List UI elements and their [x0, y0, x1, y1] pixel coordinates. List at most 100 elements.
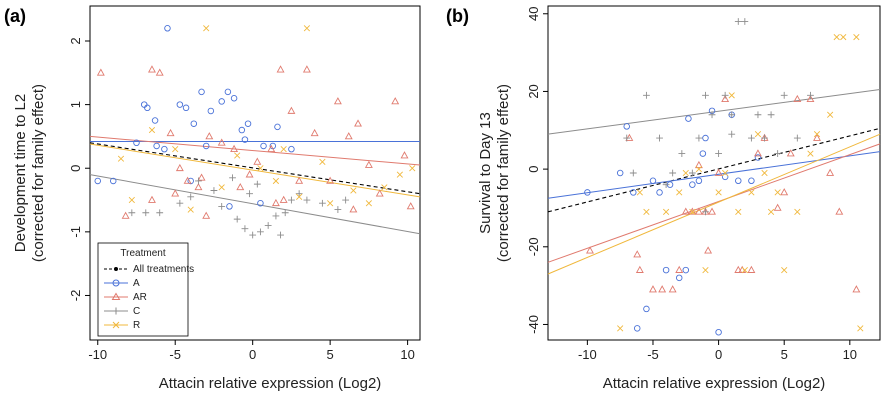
point-c — [246, 190, 253, 198]
x-tick-label: 0 — [249, 347, 256, 362]
point-ar — [668, 285, 677, 293]
point-ar — [202, 211, 211, 219]
point-c — [734, 18, 742, 25]
point-r — [319, 158, 326, 165]
point-a — [754, 154, 762, 161]
point-ar — [714, 168, 723, 176]
point-a — [198, 88, 205, 96]
point-c — [702, 208, 709, 216]
point-a — [662, 266, 670, 274]
point-ar — [688, 207, 697, 215]
point-r — [748, 189, 755, 196]
point-ar — [245, 170, 254, 178]
point-r — [735, 208, 742, 215]
point-c — [156, 209, 164, 217]
point-c — [629, 169, 637, 177]
point-ar — [344, 132, 353, 140]
point-a — [643, 305, 650, 313]
x-tick-label: 10 — [843, 347, 857, 362]
point-r — [396, 171, 403, 178]
point-ar — [658, 285, 667, 293]
legend-swatch-a-marker — [112, 279, 120, 287]
panel-b: (b) -10 -5 0 5 10 -40 -20 0 20 40 Attacin relati… — [446, 5, 881, 392]
point-r — [117, 155, 125, 162]
point-c — [669, 169, 677, 177]
point-ar — [786, 149, 795, 157]
point-ar — [835, 207, 844, 215]
panel-b-fit-lines — [547, 89, 881, 275]
point-a — [257, 199, 264, 207]
point-ar — [197, 173, 206, 181]
point-r — [148, 126, 156, 134]
point-r — [781, 266, 788, 274]
x-tick-label: -5 — [647, 347, 659, 362]
point-a — [109, 177, 117, 185]
point-c — [233, 215, 241, 223]
point-r — [327, 200, 334, 207]
legend-box — [97, 242, 189, 337]
panel-b-x-axis-title: Attacin relative expression (Log2) — [603, 375, 826, 392]
y-tick-label: 2 — [68, 37, 83, 44]
point-c — [708, 111, 716, 119]
panel-b-y-ticks: -40 -20 0 20 40 — [526, 7, 548, 334]
point-a — [226, 203, 233, 210]
point-a — [748, 177, 755, 185]
point-r — [767, 208, 775, 215]
point-r — [187, 206, 194, 213]
point-c — [721, 91, 729, 99]
point-a — [190, 120, 198, 127]
point-ar — [721, 94, 730, 103]
point-c — [281, 209, 289, 217]
y-tick-label: 0 — [526, 165, 541, 172]
point-ar — [625, 133, 634, 141]
point-r — [813, 131, 821, 138]
y-tick-label: -2 — [68, 290, 83, 302]
point-r — [754, 131, 762, 138]
point-ar — [852, 285, 861, 293]
point-ar — [166, 128, 175, 137]
point-c — [728, 130, 736, 138]
point-c — [318, 199, 326, 207]
legend-label-all: All treatments — [133, 264, 194, 275]
point-r — [381, 184, 388, 191]
point-r — [794, 208, 801, 215]
point-r — [296, 193, 303, 200]
point-ar — [205, 132, 214, 140]
x-tick-label: 0 — [715, 347, 722, 362]
point-r — [761, 169, 768, 177]
point-r — [807, 150, 814, 157]
point-a — [260, 142, 267, 150]
point-c — [253, 180, 261, 188]
point-ar — [148, 65, 156, 73]
point-r — [857, 325, 864, 332]
point-r — [689, 208, 696, 215]
fit-line-all — [547, 127, 881, 213]
point-c — [342, 196, 350, 204]
point-c — [128, 209, 136, 217]
point-a — [202, 142, 210, 150]
legend: Treatment All treatments A AR C R — [97, 242, 194, 337]
legend-label-c: C — [133, 306, 140, 317]
legend-label-ar: AR — [133, 292, 147, 303]
point-ar — [271, 198, 280, 207]
point-c — [187, 193, 195, 201]
point-ar — [747, 265, 756, 273]
point-a — [144, 104, 151, 112]
panel-a-x-axis-title: Attacin relative expression (Log2) — [159, 375, 382, 392]
point-a — [685, 115, 692, 122]
point-r — [636, 189, 643, 196]
point-a — [616, 169, 624, 177]
legend-swatch-c-marker — [112, 307, 120, 315]
point-r — [365, 200, 372, 207]
point-r — [840, 33, 847, 41]
point-a — [675, 274, 683, 282]
point-ar — [148, 195, 156, 203]
point-ar — [171, 189, 180, 197]
point-r — [695, 165, 703, 173]
point-c — [807, 91, 814, 99]
point-ar — [217, 138, 226, 146]
point-a — [689, 181, 696, 188]
point-ar — [183, 176, 192, 184]
point-ar — [121, 211, 130, 219]
point-c — [218, 203, 226, 210]
